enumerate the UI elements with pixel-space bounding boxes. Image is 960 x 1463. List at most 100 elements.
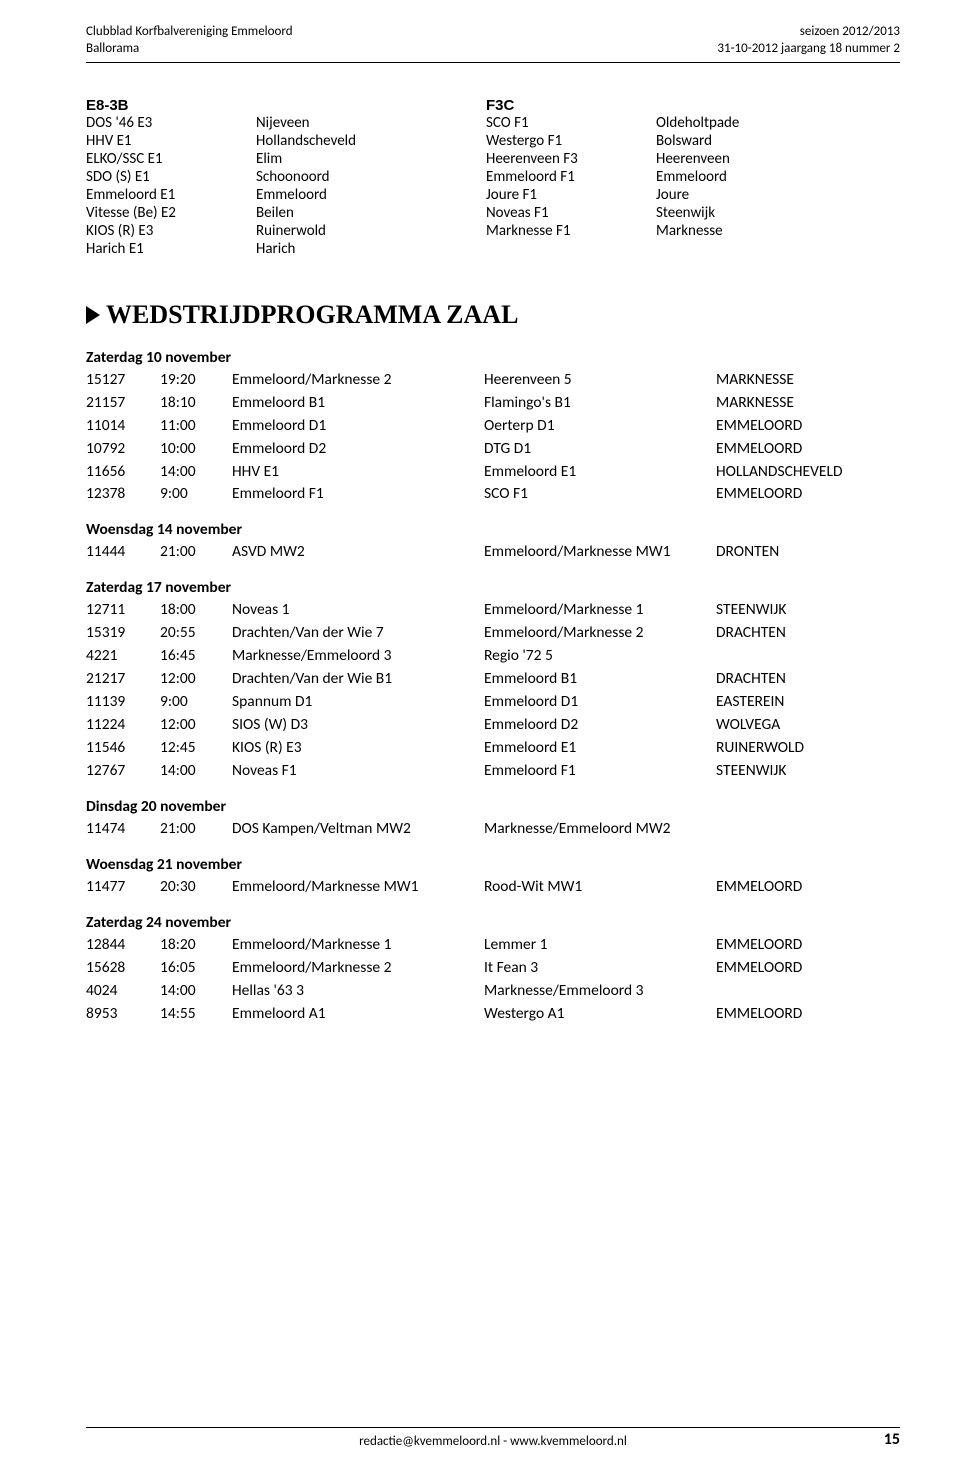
match-location: DRACHTEN: [716, 622, 900, 645]
match-time: 14:00: [160, 980, 232, 1003]
match-id: 15127: [86, 369, 160, 392]
group-place: Bolsward: [656, 132, 886, 150]
match-time: 12:00: [160, 714, 232, 737]
match-id: 11546: [86, 737, 160, 760]
group-team: Marknesse F1: [486, 222, 656, 240]
match-location: [716, 980, 900, 1003]
match-away: SCO F1: [484, 483, 716, 506]
match-id: 12711: [86, 599, 160, 622]
match-away: Regio '72 5: [484, 645, 716, 668]
match-row: 2121712:00Drachten/Van der Wie B1Emmeloo…: [86, 668, 900, 691]
match-home: Emmeloord F1: [232, 483, 484, 506]
page: Clubblad Korfbalvereniging Emmeloord Bal…: [0, 0, 960, 1463]
match-location: EMMELOORD: [716, 415, 900, 438]
day-block: Zaterdag 24 november1284418:20Emmeloord/…: [86, 913, 900, 1026]
match-row: 402414:00Hellas '63 3Marknesse/Emmeloord…: [86, 980, 900, 1003]
match-location: EMMELOORD: [716, 438, 900, 461]
group-left-title: E8-3B: [86, 97, 486, 114]
match-id: 10792: [86, 438, 160, 461]
match-time: 11:00: [160, 415, 232, 438]
match-time: 16:45: [160, 645, 232, 668]
group-place: Ruinerwold: [256, 222, 486, 240]
match-location: DRACHTEN: [716, 668, 900, 691]
match-location: EASTEREIN: [716, 691, 900, 714]
header-left-line2: Ballorama: [86, 41, 293, 58]
group-right-title: F3C: [486, 97, 886, 114]
group-team: HHV E1: [86, 132, 256, 150]
match-location: EMMELOORD: [716, 876, 900, 899]
match-id: 11444: [86, 541, 160, 564]
match-location: WOLVEGA: [716, 714, 900, 737]
group-row: HHV E1Hollandscheveld: [86, 132, 486, 150]
match-away: Emmeloord/Marknesse MW1: [484, 541, 716, 564]
match-time: 18:20: [160, 934, 232, 957]
group-team: Joure F1: [486, 186, 656, 204]
match-home: SIOS (W) D3: [232, 714, 484, 737]
match-time: 14:55: [160, 1003, 232, 1026]
match-home: Emmeloord/Marknesse 2: [232, 957, 484, 980]
group-row: Marknesse F1Marknesse: [486, 222, 886, 240]
match-home: Emmeloord/Marknesse 2: [232, 369, 484, 392]
match-row: 1276714:00Noveas F1Emmeloord F1STEENWIJK: [86, 760, 900, 783]
match-row: 1562816:05Emmeloord/Marknesse 2It Fean 3…: [86, 957, 900, 980]
day-block: Dinsdag 20 november1147421:00DOS Kampen/…: [86, 797, 900, 841]
match-home: Emmeloord/Marknesse 1: [232, 934, 484, 957]
match-id: 12767: [86, 760, 160, 783]
group-tables: E8-3B DOS '46 E3NijeveenHHV E1Hollandsch…: [86, 97, 900, 258]
group-place: Emmeloord: [656, 168, 886, 186]
match-away: DTG D1: [484, 438, 716, 461]
match-id: 21157: [86, 392, 160, 415]
match-id: 15319: [86, 622, 160, 645]
match-away: Emmeloord D1: [484, 691, 716, 714]
match-time: 18:00: [160, 599, 232, 622]
match-home: Hellas '63 3: [232, 980, 484, 1003]
group-team: Emmeloord F1: [486, 168, 656, 186]
group-row: Heerenveen F3Heerenveen: [486, 150, 886, 168]
match-row: 1122412:00SIOS (W) D3Emmeloord D2WOLVEGA: [86, 714, 900, 737]
match-id: 4024: [86, 980, 160, 1003]
group-team: KIOS (R) E3: [86, 222, 256, 240]
day-heading: Woensdag 14 november: [86, 520, 900, 539]
group-row: Emmeloord E1Emmeloord: [86, 186, 486, 204]
group-place: Elim: [256, 150, 486, 168]
group-row: ELKO/SSC E1Elim: [86, 150, 486, 168]
group-team: Heerenveen F3: [486, 150, 656, 168]
match-id: 11224: [86, 714, 160, 737]
match-away: Oerterp D1: [484, 415, 716, 438]
day-heading: Woensdag 21 november: [86, 855, 900, 874]
match-row: 1531920:55Drachten/Van der Wie 7Emmeloor…: [86, 622, 900, 645]
match-away: Emmeloord F1: [484, 760, 716, 783]
match-time: 14:00: [160, 760, 232, 783]
match-location: DRONTEN: [716, 541, 900, 564]
match-row: 1147720:30Emmeloord/Marknesse MW1Rood-Wi…: [86, 876, 900, 899]
match-home: Emmeloord/Marknesse MW1: [232, 876, 484, 899]
match-home: DOS Kampen/Veltman MW2: [232, 818, 484, 841]
match-location: EMMELOORD: [716, 483, 900, 506]
group-row: KIOS (R) E3Ruinerwold: [86, 222, 486, 240]
match-id: 11139: [86, 691, 160, 714]
group-row: Emmeloord F1Emmeloord: [486, 168, 886, 186]
match-id: 11656: [86, 461, 160, 484]
match-away: Flamingo's B1: [484, 392, 716, 415]
match-time: 14:00: [160, 461, 232, 484]
match-away: Lemmer 1: [484, 934, 716, 957]
match-id: 12844: [86, 934, 160, 957]
group-row: SCO F1Oldeholtpade: [486, 114, 886, 132]
match-home: Emmeloord D2: [232, 438, 484, 461]
match-location: MARKNESSE: [716, 369, 900, 392]
group-row: Noveas F1Steenwijk: [486, 204, 886, 222]
day-block: Woensdag 14 november 1144421:00ASVD MW2Em…: [86, 520, 900, 564]
match-time: 18:10: [160, 392, 232, 415]
match-row: 1284418:20Emmeloord/Marknesse 1Lemmer 1E…: [86, 934, 900, 957]
match-away: Emmeloord/Marknesse 2: [484, 622, 716, 645]
group-right: F3C SCO F1OldeholtpadeWestergo F1Bolswar…: [486, 97, 886, 258]
group-place: Hollandscheveld: [256, 132, 486, 150]
group-place: Nijeveen: [256, 114, 486, 132]
match-time: 12:45: [160, 737, 232, 760]
match-time: 10:00: [160, 438, 232, 461]
match-location: RUINERWOLD: [716, 737, 900, 760]
match-row: 1144421:00ASVD MW2Emmeloord/Marknesse MW…: [86, 541, 900, 564]
day-block: Woensdag 21 november 1147720:30Emmeloord/…: [86, 855, 900, 899]
group-team: Harich E1: [86, 240, 256, 258]
match-away: Heerenveen 5: [484, 369, 716, 392]
